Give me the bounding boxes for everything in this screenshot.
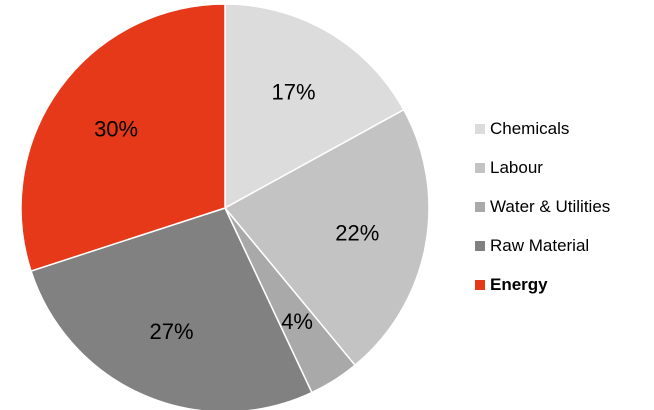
pie-slice-chemicals [224,3,405,209]
legend-label-chemicals: Chemicals [490,119,570,138]
legend-swatch-labour [475,163,485,173]
legend-swatch-water-and-utilities [475,202,485,212]
slice-label-labour: 22% [335,221,379,246]
legend-swatch-energy [475,280,485,290]
legend-swatch-chemicals [475,124,485,134]
pie-slices [20,3,430,410]
pie-slice-energy [20,3,226,272]
legend-label-raw-material: Raw Material [490,236,590,255]
chart-legend: Chemicals Labour Water & Utilities Raw Mate… [475,119,610,314]
slice-label-energy: 30% [94,116,138,141]
legend-label-labour: Labour [490,158,543,177]
legend-item-labour: Labour [475,158,610,178]
slice-labels: 17% 22% 4% 27% 30% [94,80,379,345]
slice-label-water-and-utilities: 4% [281,309,313,334]
slice-label-chemicals: 17% [271,80,315,105]
legend-item-chemicals: Chemicals [475,119,610,139]
legend-item-raw-material: Raw Material [475,236,610,256]
pie-slice-labour [224,108,430,366]
legend-item-energy: Energy [475,275,610,295]
legend-item-water-and-utilities: Water & Utilities [475,197,610,217]
legend-swatch-raw-material [475,241,485,251]
legend-label-energy: Energy [490,275,548,294]
pie-slice-raw-material [30,207,313,410]
legend-label-water-and-utilities: Water & Utilities [490,197,611,216]
slice-label-raw-material: 27% [149,319,193,344]
